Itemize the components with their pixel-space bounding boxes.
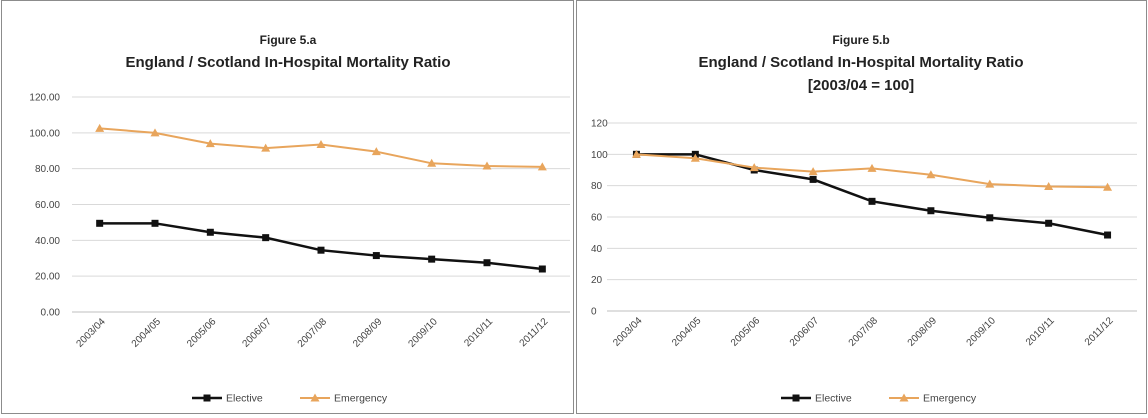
- fig5b-title: England / Scotland In-Hospital Mortality…: [698, 54, 1023, 71]
- fig5a-elective-point: [262, 234, 270, 242]
- figure-5a-chart: Figure 5.a England / Scotland In-Hospital…: [29, 33, 570, 405]
- fig5b-elective-point: [809, 175, 817, 183]
- fig5a-legend-emergency-marker: [310, 393, 320, 402]
- fig5b-x-tick-label: 2006/07: [788, 315, 822, 349]
- fig5a-title: England / Scotland In-Hospital Mortality…: [125, 54, 450, 71]
- fig5b-legend-emergency: Emergency: [889, 393, 977, 405]
- fig5b-elective-point: [986, 214, 994, 222]
- fig5b-x-tick-label: 2009/10: [965, 315, 999, 349]
- fig5a-y-tick-label: 80.00: [35, 164, 60, 175]
- fig5b-legend-elective-marker: [792, 394, 800, 402]
- fig5a-x-tick-label: 2005/06: [185, 316, 219, 350]
- fig5b-elective-point: [1104, 231, 1112, 239]
- fig5b-emergency-point: [808, 167, 818, 176]
- fig5a-emergency-point: [261, 143, 271, 152]
- fig5b-figure-label: Figure 5.b: [832, 33, 889, 47]
- fig5b-emergency-point: [1044, 181, 1054, 190]
- fig5a-x-tick-label: 2009/10: [406, 316, 440, 350]
- fig5a-elective-point: [428, 255, 436, 263]
- fig5b-emergency-point: [1103, 182, 1113, 191]
- fig5b-x-tick-label: 2010/11: [1024, 315, 1057, 348]
- fig5a-x-tick-label: 2004/05: [130, 316, 164, 350]
- fig5a-elective-point: [538, 265, 546, 273]
- figure-5b-panel: Figure 5.b England / Scotland In-Hospital…: [576, 0, 1147, 414]
- fig5a-figure-label: Figure 5.a: [260, 33, 317, 47]
- fig5a-emergency-point: [316, 139, 326, 148]
- fig5b-legend-elective: Elective: [781, 393, 852, 405]
- fig5a-elective-line: [99, 222, 543, 271]
- fig5a-x-tick-label: 2008/09: [351, 316, 385, 350]
- fig5b-elective-point: [927, 207, 935, 215]
- fig5b-elective-point: [868, 197, 876, 205]
- fig5b-y-tick-label: 0: [591, 307, 597, 318]
- fig5b-elective-point: [1045, 219, 1053, 227]
- fig5b-y-tick-label: 40: [591, 244, 603, 255]
- fig5a-x-tick-label: 2011/12: [518, 316, 551, 349]
- fig5b-x-tick-label: 2011/12: [1083, 315, 1116, 348]
- fig5a-emergency-point: [427, 158, 437, 167]
- fig5b-subtitle: [2003/04 = 100]: [808, 77, 914, 94]
- figure-5b-chart: Figure 5.b England / Scotland In-Hospital…: [591, 33, 1137, 405]
- fig5b-emergency-point: [867, 163, 877, 172]
- fig5b-emergency-point: [749, 163, 759, 172]
- fig5a-emergency-point: [95, 123, 105, 132]
- fig5b-x-tick-label: 2007/08: [847, 315, 881, 349]
- fig5b-y-tick-label: 80: [591, 181, 603, 192]
- fig5a-x-tick-label: 2003/04: [74, 316, 108, 350]
- fig5a-emergency-point: [537, 162, 547, 171]
- figure-5a-panel: Figure 5.a England / Scotland In-Hospital…: [1, 0, 574, 414]
- fig5b-emergency-point: [985, 179, 995, 188]
- fig5b-y-tick-label: 60: [591, 213, 603, 224]
- fig5a-y-tick-label: 60.00: [35, 200, 60, 211]
- fig5a-emergency-point: [150, 128, 160, 137]
- fig5a-y-tick-label: 120.00: [29, 93, 60, 104]
- fig5a-legend-elective-label: Elective: [226, 393, 263, 405]
- fig5a-legend-emergency-label: Emergency: [334, 393, 388, 405]
- fig5a-elective-point: [372, 252, 380, 260]
- fig5a-y-tick-label: 40.00: [35, 236, 60, 247]
- fig5a-legend-elective-marker: [203, 394, 211, 402]
- fig5a-y-tick-label: 100.00: [29, 128, 60, 139]
- fig5a-x-tick-label: 2007/08: [296, 316, 330, 350]
- fig5b-emergency-point: [690, 153, 700, 162]
- fig5a-elective-point: [483, 259, 491, 267]
- fig5b-emergency-point: [926, 170, 936, 179]
- fig5b-emergency-point: [631, 149, 641, 158]
- fig5a-emergency-point: [371, 147, 381, 156]
- fig5a-elective-point: [206, 228, 214, 236]
- fig5a-legend-emergency: Emergency: [300, 393, 388, 405]
- fig5a-elective-point: [96, 219, 104, 227]
- fig5a-emergency-point: [482, 161, 492, 170]
- fig5a-emergency-point: [205, 139, 215, 148]
- fig5a-elective-point: [317, 246, 325, 254]
- fig5a-elective-point: [151, 219, 159, 227]
- fig5b-x-tick-label: 2003/04: [611, 315, 645, 349]
- fig5b-x-tick-label: 2008/09: [906, 315, 940, 349]
- fig5b-legend-emergency-marker: [899, 393, 909, 402]
- fig5b-y-tick-label: 120: [591, 119, 608, 130]
- fig5a-y-tick-label: 0.00: [41, 308, 61, 319]
- fig5b-legend-emergency-label: Emergency: [923, 393, 977, 405]
- fig5a-x-tick-label: 2006/07: [240, 316, 274, 350]
- fig5a-x-tick-label: 2010/11: [462, 316, 495, 349]
- fig5a-y-tick-label: 20.00: [35, 272, 60, 283]
- fig5b-x-tick-label: 2004/05: [670, 315, 704, 349]
- fig5a-legend-elective: Elective: [192, 393, 263, 405]
- fig5b-y-tick-label: 100: [591, 150, 608, 161]
- fig5b-legend-elective-label: Elective: [815, 393, 852, 405]
- fig5b-x-tick-label: 2005/06: [729, 315, 763, 349]
- fig5b-y-tick-label: 20: [591, 275, 603, 286]
